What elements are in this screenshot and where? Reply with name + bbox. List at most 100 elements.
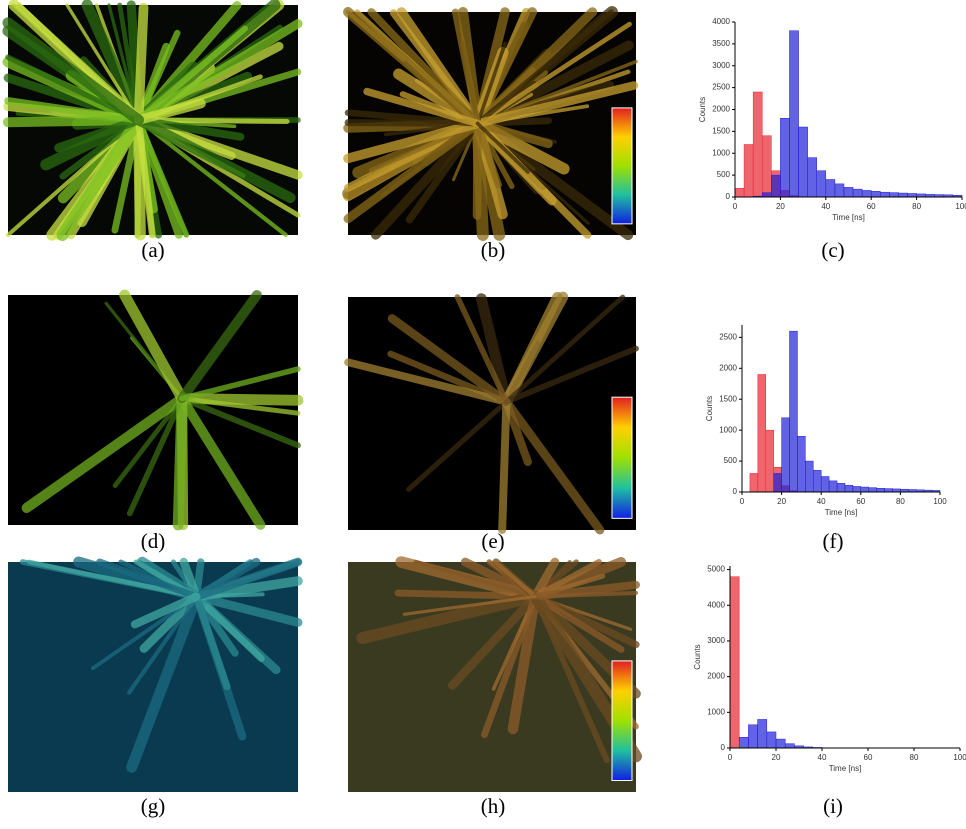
y-tick-label: 500 xyxy=(717,170,731,179)
x-tick-label: 100 xyxy=(953,753,966,762)
bar xyxy=(758,374,766,492)
bar xyxy=(805,461,813,492)
x-tick-label: 0 xyxy=(740,497,745,506)
bar xyxy=(869,488,877,492)
bar xyxy=(845,485,853,492)
y-tick-label: 500 xyxy=(724,456,738,465)
histogram: 0 1000 2000 3000 4000 5000 0 20 40 60 80 100 Time [n… xyxy=(693,565,966,773)
y-tick-label: 1500 xyxy=(712,126,730,135)
y-tick-label: 1000 xyxy=(719,425,737,434)
y-tick-label: 5000 xyxy=(707,565,725,574)
x-tick-label: 80 xyxy=(910,753,919,762)
y-axis-label: Counts xyxy=(705,396,714,421)
panel-label: (a) xyxy=(141,238,164,262)
colorbar xyxy=(612,108,632,224)
colorbar xyxy=(612,397,632,518)
bar xyxy=(767,732,776,748)
x-tick-label: 80 xyxy=(912,202,921,211)
bar xyxy=(780,118,789,197)
bar xyxy=(861,487,869,492)
x-tick-label: 40 xyxy=(821,202,830,211)
panel-label: (f) xyxy=(823,529,844,553)
y-tick-label: 3000 xyxy=(712,61,730,70)
bar xyxy=(797,436,805,492)
y-tick-label: 4000 xyxy=(712,17,730,26)
bar xyxy=(739,737,748,748)
x-tick-label: 60 xyxy=(856,497,865,506)
bar xyxy=(748,725,757,748)
bar xyxy=(762,193,771,197)
bar xyxy=(808,158,817,197)
dendrite xyxy=(139,8,144,120)
bar xyxy=(885,489,893,492)
y-tick-label: 2000 xyxy=(712,105,730,114)
y-tick-label: 0 xyxy=(733,487,738,496)
bar xyxy=(785,744,794,748)
bar xyxy=(813,470,821,492)
bar xyxy=(776,739,785,748)
x-tick-label: 0 xyxy=(733,202,738,211)
y-tick-label: 2500 xyxy=(719,332,737,341)
page: (a)(b)(c)(d)(e)(f)(g)(h)(i)0500100015002… xyxy=(0,0,966,829)
x-tick-label: 20 xyxy=(776,202,785,211)
bar xyxy=(799,127,808,197)
y-tick-label: 3000 xyxy=(707,636,725,645)
x-tick-label: 20 xyxy=(772,753,781,762)
bar xyxy=(774,473,782,492)
x-tick-label: 60 xyxy=(867,202,876,211)
x-axis-label: Time [ns] xyxy=(829,764,862,773)
y-tick-label: 3500 xyxy=(712,39,730,48)
images xyxy=(8,5,636,792)
micrograph xyxy=(8,295,298,525)
y-tick-label: 0 xyxy=(721,743,726,752)
bar xyxy=(789,31,798,197)
x-tick-label: 100 xyxy=(933,497,947,506)
bar xyxy=(844,187,853,197)
y-axis-label: Counts xyxy=(693,644,702,669)
micrograph xyxy=(348,297,636,530)
figure: (a)(b)(c)(d)(e)(f)(g)(h)(i)0500100015002… xyxy=(0,0,966,824)
x-tick-label: 60 xyxy=(864,753,873,762)
bar xyxy=(826,180,835,198)
y-tick-label: 1000 xyxy=(707,707,725,716)
bar xyxy=(771,175,780,197)
y-tick-label: 0 xyxy=(726,192,731,201)
panel-label: (b) xyxy=(481,238,506,262)
panel-label: (d) xyxy=(141,529,166,553)
x-tick-label: 20 xyxy=(777,497,786,506)
bar xyxy=(817,171,826,197)
bar xyxy=(877,488,885,492)
micrograph xyxy=(348,562,636,792)
bar xyxy=(835,184,844,197)
bar xyxy=(782,418,790,492)
y-tick-label: 2000 xyxy=(719,363,737,372)
y-tick-label: 2500 xyxy=(712,83,730,92)
y-axis-label: Counts xyxy=(698,97,707,122)
bar xyxy=(871,191,880,197)
bar xyxy=(730,577,739,748)
panel-label: (h) xyxy=(481,794,506,818)
bar xyxy=(880,192,889,197)
x-tick-label: 40 xyxy=(818,753,827,762)
y-tick-label: 2000 xyxy=(707,672,725,681)
bar xyxy=(821,477,829,492)
bar xyxy=(735,188,744,197)
bar xyxy=(862,190,871,197)
bar xyxy=(750,473,758,492)
y-tick-label: 4000 xyxy=(707,600,725,609)
x-tick-label: 40 xyxy=(817,497,826,506)
x-axis-label: Time [ns] xyxy=(832,213,865,222)
x-tick-label: 0 xyxy=(728,753,733,762)
bar xyxy=(790,331,798,492)
panel-label: (e) xyxy=(481,529,504,553)
bar xyxy=(908,194,917,198)
bar xyxy=(758,719,767,748)
x-axis-label: Time [ns] xyxy=(825,508,858,517)
bar xyxy=(889,193,898,197)
x-tick-label: 80 xyxy=(896,497,905,506)
x-tick-label: 100 xyxy=(955,202,966,211)
bar xyxy=(853,189,862,197)
dendrite xyxy=(178,399,182,526)
